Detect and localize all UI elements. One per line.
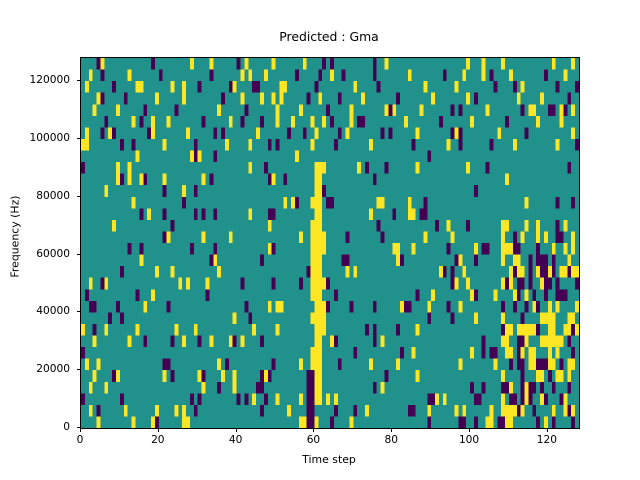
y-tick-label: 120000 <box>29 74 70 87</box>
y-tick-label: 20000 <box>36 363 70 376</box>
x-tick-mark <box>157 428 159 432</box>
x-tick-mark <box>313 428 315 432</box>
y-tick-label: 80000 <box>36 189 70 202</box>
y-tick-mark <box>76 80 80 82</box>
y-tick-mark <box>76 427 80 428</box>
x-tick-mark <box>235 428 237 432</box>
y-tick-label: 40000 <box>36 305 70 318</box>
heatmap-image <box>81 58 579 428</box>
x-tick-label: 20 <box>151 434 165 446</box>
y-tick-label: 60000 <box>36 247 70 260</box>
y-tick-mark <box>76 253 80 255</box>
y-tick-mark <box>76 369 80 371</box>
y-tick-label: 0 <box>63 421 70 433</box>
x-tick-label: 40 <box>228 434 243 446</box>
y-axis-label: Frequency (Hz) <box>8 195 22 278</box>
x-axis-label: Time step <box>302 453 356 466</box>
x-tick-label: 100 <box>458 434 480 446</box>
y-tick-mark <box>76 311 80 313</box>
y-tick-mark <box>76 195 80 197</box>
y-tick-mark <box>76 137 80 139</box>
heatmap-plot-area[interactable] <box>80 57 580 429</box>
x-tick-mark <box>546 428 548 432</box>
y-tick-label: 100000 <box>29 131 70 144</box>
chart-title: Predicted : Gma <box>279 29 379 44</box>
x-tick-mark <box>469 428 471 432</box>
x-tick-label: 80 <box>384 434 398 446</box>
x-tick-label: 60 <box>306 434 321 446</box>
x-tick-label: 0 <box>76 434 84 446</box>
x-tick-mark <box>80 428 81 432</box>
x-tick-mark <box>391 428 393 432</box>
x-tick-label: 120 <box>536 434 557 446</box>
